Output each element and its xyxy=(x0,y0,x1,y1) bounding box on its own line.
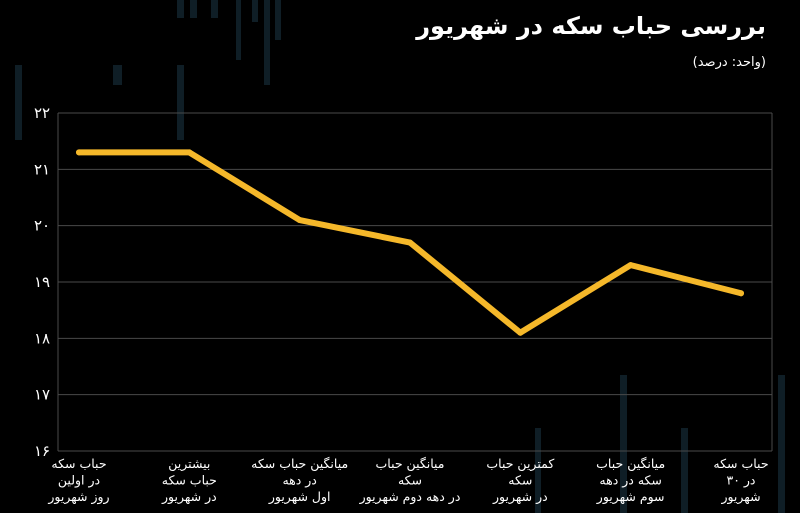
background-bar xyxy=(177,0,184,18)
chart-title: بررسی حباب سکه در شهریور xyxy=(416,12,766,40)
x-tick-label: حباب سکه در اولین روز شهریور xyxy=(47,456,109,505)
background-bar xyxy=(275,0,281,40)
x-tick-label-line: میانگین حباب xyxy=(596,456,665,472)
x-tick-label: میانگین حباب سکه در دهه اول شهریور xyxy=(251,456,348,505)
x-tick-label-line: میانگین حباب سکه xyxy=(251,456,348,472)
y-tick-label: ۲۰ xyxy=(34,217,50,235)
series-layer xyxy=(76,149,744,336)
x-tick-label-line: سکه xyxy=(508,473,532,488)
background-bar xyxy=(190,0,197,18)
data-point xyxy=(186,149,193,156)
x-tick-label-line: سکه در دهه xyxy=(599,473,662,489)
background-bar xyxy=(778,375,785,513)
x-tick-label: میانگین حباب سکه در دهه دوم شهریور xyxy=(359,456,461,505)
x-tick-label-line: در شهریور xyxy=(492,489,548,505)
background-bar xyxy=(681,428,688,513)
gridlines xyxy=(57,112,773,452)
x-tick-label-line: سکه xyxy=(398,473,422,488)
data-point xyxy=(627,262,634,269)
y-axis-ticks: ۱۶ ۱۷ ۱۸ ۱۹ ۲۰ ۲۱ ۲۲ xyxy=(34,104,50,460)
data-point xyxy=(296,217,303,224)
x-tick-label-line: در اولین xyxy=(58,473,100,489)
data-point xyxy=(407,239,413,246)
background-bar xyxy=(15,65,22,140)
x-tick-label-line: شهریور xyxy=(720,489,760,505)
x-tick-label: حباب سکه در ۳۰ شهریور xyxy=(713,456,768,505)
x-tick-label-line: در شهریور xyxy=(161,489,217,505)
data-point xyxy=(76,149,82,156)
y-tick-label: ۱۹ xyxy=(34,273,50,291)
background-bar xyxy=(113,65,122,85)
x-tick-label-line: روز شهریور xyxy=(47,489,109,505)
x-tick-label-line: در ۳۰ xyxy=(726,473,755,489)
x-tick-label: کمترین حباب سکه در شهریور xyxy=(486,456,554,505)
y-tick-label: ۲۲ xyxy=(34,104,50,122)
x-tick-label-line: در دهه دوم شهریور xyxy=(359,489,461,505)
background-bar xyxy=(211,0,218,18)
background-bar xyxy=(236,0,241,60)
background-bar xyxy=(620,375,627,513)
background-bar xyxy=(264,0,270,85)
x-tick-label-line: بیشترین xyxy=(168,456,210,472)
x-tick-label-line: حباب سکه xyxy=(713,456,768,471)
x-tick-label-line: کمترین حباب xyxy=(486,456,554,472)
x-tick-label: میانگین حباب سکه در دهه سوم شهریور xyxy=(596,456,665,505)
x-tick-label-line: میانگین حباب xyxy=(376,456,445,472)
background-bar xyxy=(535,428,541,513)
data-point xyxy=(517,329,524,336)
x-tick-label-line: حباب سکه xyxy=(162,473,217,488)
unit-label: (واحد: درصد) xyxy=(692,55,766,70)
background-decoration xyxy=(15,0,785,513)
y-tick-label: ۲۱ xyxy=(34,160,50,178)
background-bar xyxy=(177,65,184,140)
y-tick-label: ۱۶ xyxy=(34,442,50,460)
x-tick-label-line: سوم شهریور xyxy=(596,489,665,505)
x-tick-label-line: اول شهریور xyxy=(268,489,331,505)
y-tick-label: ۱۸ xyxy=(34,329,50,347)
x-tick-label-line: در دهه xyxy=(282,473,316,489)
y-tick-label: ۱۷ xyxy=(34,386,50,404)
x-tick-label: بیشترین حباب سکه در شهریور xyxy=(161,456,217,505)
background-bar xyxy=(252,0,258,22)
x-tick-label-line: حباب سکه xyxy=(51,456,106,471)
data-point xyxy=(738,290,744,297)
